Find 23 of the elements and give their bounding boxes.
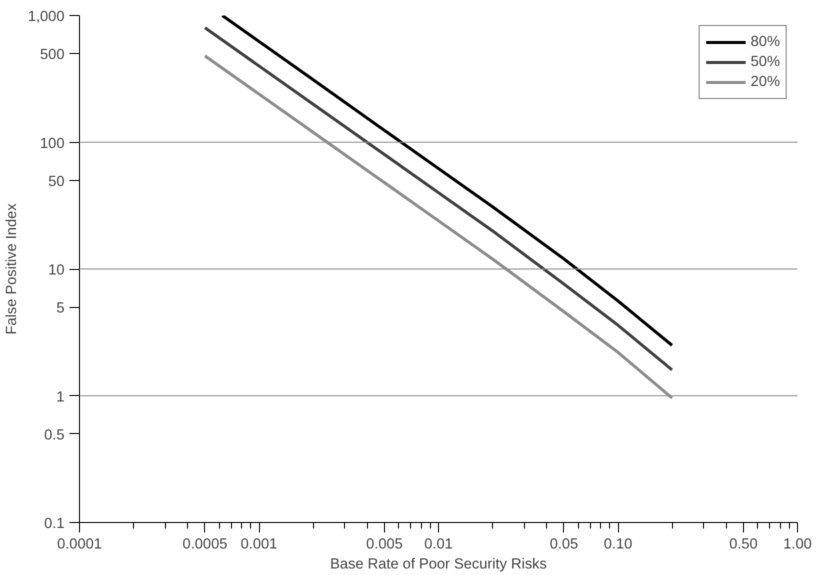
x-tick-label: 0.001 [240,536,278,552]
x-tick-label: 0.10 [604,536,632,552]
y-tick-label: 0.1 [44,516,64,532]
legend-label: 20% [750,74,780,90]
y-tick-label: 1 [56,389,65,406]
x-tick-label: 0.0001 [57,536,102,552]
y-tick-label: 1,000 [28,9,65,25]
x-tick-label: 0.0005 [182,536,228,552]
y-tick-label: 50 [48,174,65,190]
y-tick-label: 500 [40,47,65,64]
x-axis-title: Base Rate of Poor Security Risks [330,556,547,572]
y-tick-label: 10 [48,262,65,278]
y-tick-label: 100 [40,136,65,152]
y-tick-label: 0.5 [44,427,64,444]
y-axis-title: False Positive Index [4,202,20,335]
y-tick-label: 5 [56,300,65,317]
x-tick-label: 0.50 [729,536,758,552]
x-tick-label: 0.005 [366,536,403,552]
x-tick-label: 0.01 [424,536,453,552]
x-tick-label: 0.05 [550,536,578,552]
legend-label: 50% [750,54,780,70]
legend-label: 80% [750,34,780,50]
x-tick-label: 1.00 [783,536,812,552]
